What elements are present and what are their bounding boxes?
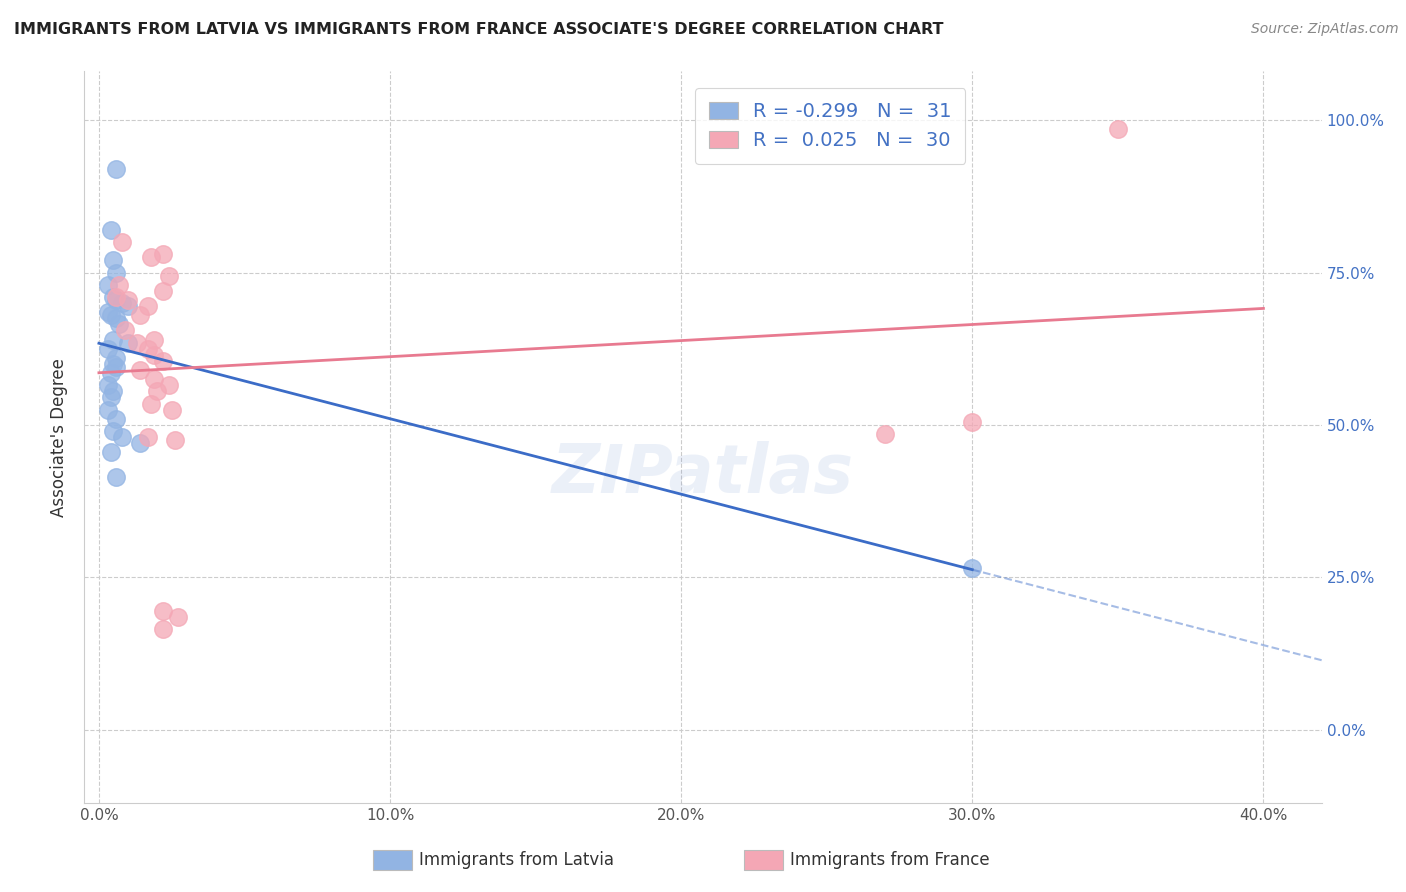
Point	[128, 308, 150, 322]
Point	[152, 354, 174, 368]
Point	[105, 412, 128, 426]
Point	[117, 293, 139, 307]
Point	[152, 284, 174, 298]
Point	[103, 253, 125, 268]
Point	[97, 277, 120, 292]
Point	[157, 268, 180, 283]
Point	[138, 342, 160, 356]
Point	[146, 384, 169, 399]
Point	[962, 415, 984, 429]
Point	[138, 430, 160, 444]
Point	[117, 335, 139, 350]
Point	[962, 561, 984, 575]
Point	[100, 223, 122, 237]
Point	[105, 293, 128, 307]
Point	[114, 323, 136, 337]
Text: Immigrants from Latvia: Immigrants from Latvia	[419, 851, 614, 869]
Text: Source: ZipAtlas.com: Source: ZipAtlas.com	[1251, 22, 1399, 37]
Point	[125, 335, 148, 350]
Point	[141, 250, 163, 264]
Point	[152, 247, 174, 261]
Text: IMMIGRANTS FROM LATVIA VS IMMIGRANTS FROM FRANCE ASSOCIATE'S DEGREE CORRELATION : IMMIGRANTS FROM LATVIA VS IMMIGRANTS FRO…	[14, 22, 943, 37]
Point	[105, 311, 128, 326]
Point	[108, 277, 131, 292]
Legend: R = -0.299   N =  31, R =  0.025   N =  30: R = -0.299 N = 31, R = 0.025 N = 30	[695, 88, 966, 164]
Point	[103, 424, 125, 438]
Point	[97, 402, 120, 417]
Point	[105, 266, 128, 280]
Point	[97, 342, 120, 356]
Point	[97, 305, 120, 319]
Point	[100, 445, 122, 459]
Text: ZIPatlas: ZIPatlas	[553, 441, 853, 507]
Point	[105, 351, 128, 365]
Point	[163, 433, 186, 447]
Point	[111, 235, 134, 249]
Point	[100, 391, 122, 405]
Point	[128, 436, 150, 450]
Point	[873, 427, 896, 442]
Point	[103, 333, 125, 347]
Point	[138, 299, 160, 313]
Point	[143, 333, 166, 347]
Point	[160, 402, 183, 417]
Point	[97, 378, 120, 392]
Point	[103, 357, 125, 371]
Point	[105, 290, 128, 304]
Point	[157, 378, 180, 392]
Point	[143, 372, 166, 386]
Point	[103, 384, 125, 399]
Point	[100, 366, 122, 380]
Point	[105, 161, 128, 176]
Point	[1107, 122, 1129, 136]
Point	[141, 396, 163, 410]
Point	[117, 299, 139, 313]
Point	[128, 363, 150, 377]
Point	[105, 359, 128, 374]
Point	[152, 622, 174, 636]
Point	[103, 290, 125, 304]
Point	[105, 469, 128, 483]
Point	[108, 318, 131, 332]
Text: Immigrants from France: Immigrants from France	[790, 851, 990, 869]
Point	[152, 604, 174, 618]
Point	[111, 296, 134, 310]
Point	[143, 348, 166, 362]
Point	[111, 430, 134, 444]
Point	[100, 308, 122, 322]
Y-axis label: Associate's Degree: Associate's Degree	[51, 358, 69, 516]
Point	[166, 610, 188, 624]
